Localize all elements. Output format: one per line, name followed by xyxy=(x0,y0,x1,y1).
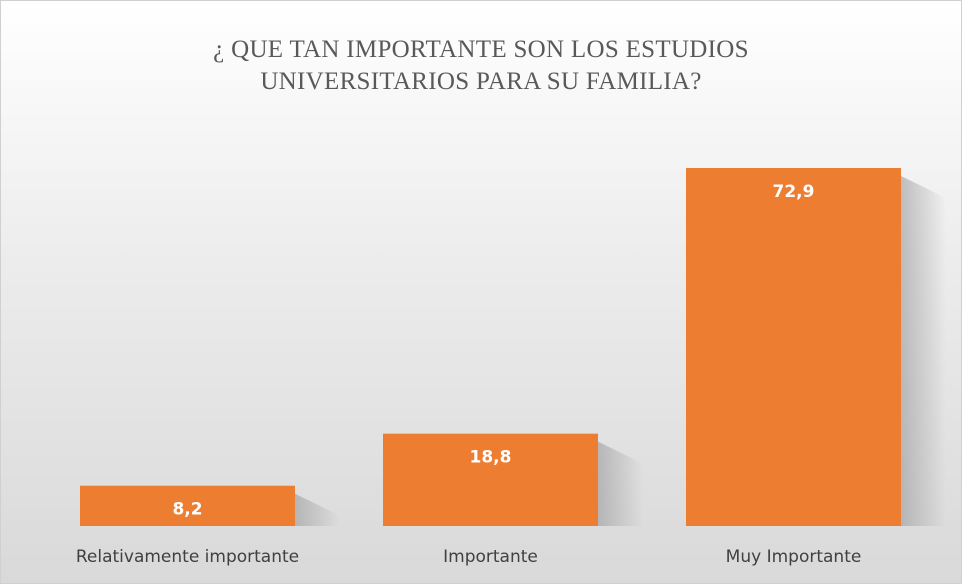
x-tick-label: Importante xyxy=(443,547,538,567)
value-label: 72,9 xyxy=(773,182,815,202)
bar xyxy=(383,433,598,526)
bar xyxy=(80,485,295,526)
bar xyxy=(686,168,901,526)
bar-shadow xyxy=(295,493,340,526)
value-label: 8,2 xyxy=(172,500,202,520)
bar-shadow xyxy=(598,441,643,526)
chart-title: ¿ QUE TAN IMPORTANTE SON LOS ESTUDIOS UN… xyxy=(213,36,749,95)
x-tick-label: Relativamente importante xyxy=(76,547,299,567)
bar-shadow xyxy=(901,176,946,526)
x-tick-label: Muy Importante xyxy=(726,547,862,567)
value-label: 18,8 xyxy=(470,448,512,468)
